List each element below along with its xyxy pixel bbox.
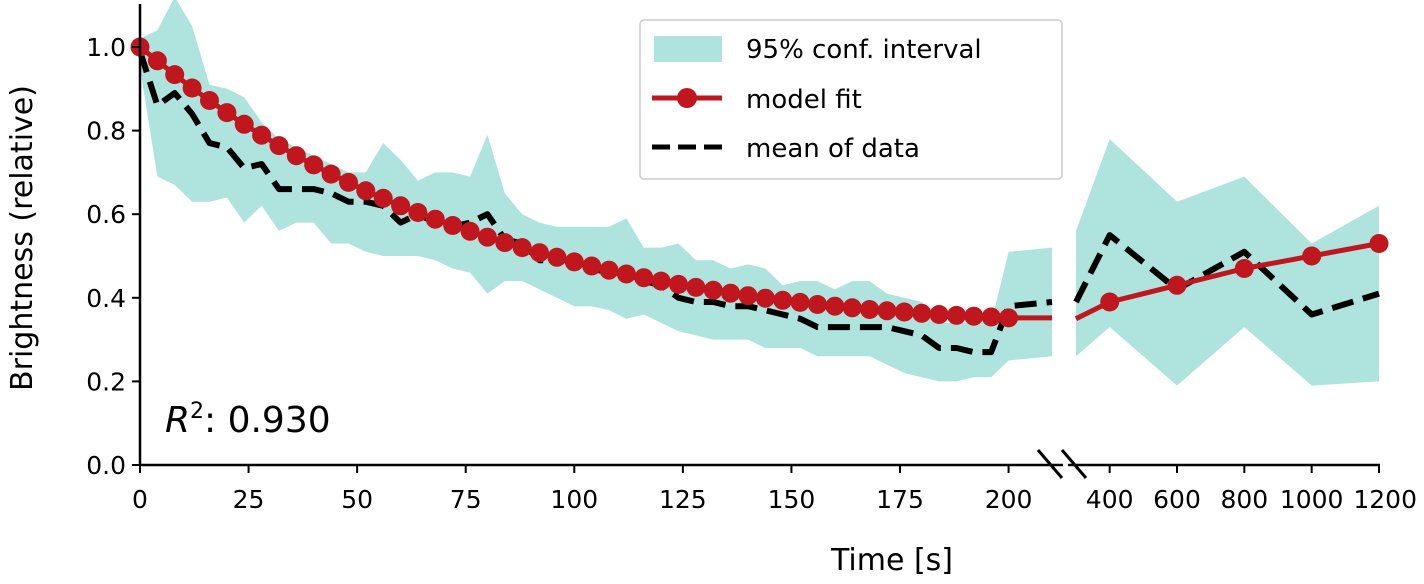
- x-tick-label: 800: [1220, 485, 1268, 514]
- model-marker: [1167, 275, 1187, 295]
- y-tick-label: 0.0: [86, 451, 126, 480]
- axis-break-mark: [1060, 449, 1088, 479]
- model-marker: [564, 252, 584, 272]
- model-marker: [425, 209, 445, 229]
- model-marker: [808, 295, 827, 314]
- legend-swatch-model-marker: [677, 88, 697, 108]
- legend-swatch-ci: [654, 36, 722, 62]
- model-marker: [981, 307, 1001, 327]
- model-marker: [947, 305, 966, 325]
- legend-frame: [639, 19, 1063, 180]
- model-marker: [755, 288, 775, 308]
- model-marker: [582, 256, 602, 276]
- y-tick-label: 0.8: [86, 117, 126, 146]
- y-tick-label: 0.4: [86, 284, 126, 313]
- x-tick-label: 50: [341, 485, 373, 514]
- x-tick-label: 600: [1153, 485, 1201, 514]
- model-marker: [495, 233, 515, 253]
- model-marker: [1234, 259, 1254, 278]
- y-axis-title: Brightness (relative): [5, 85, 40, 391]
- legend-label-model: model fit: [746, 85, 862, 115]
- mean-line-right: [1073, 232, 1380, 318]
- x-tick-label: 125: [659, 485, 707, 514]
- model-marker: [1302, 246, 1322, 266]
- y-tick-label: 1.0: [86, 33, 126, 62]
- x-tick-label: 75: [450, 485, 482, 514]
- model-marker: [1369, 234, 1389, 253]
- x-tick-label: 400: [1086, 485, 1134, 514]
- model-marker: [217, 103, 237, 123]
- model-marker: [147, 51, 167, 71]
- model-marker: [1100, 292, 1120, 312]
- legend-label-ci: 95% conf. interval: [746, 35, 982, 65]
- model-marker: [269, 136, 289, 156]
- model-marker: [686, 277, 706, 297]
- ci-band-right: [1076, 139, 1379, 386]
- model-marker: [182, 78, 202, 98]
- x-tick-label: 25: [233, 485, 265, 514]
- r-squared-value: : 0.930: [204, 400, 331, 441]
- model-marker: [964, 306, 984, 326]
- mean-line-layer: [137, 50, 1380, 356]
- model-marker: [790, 292, 810, 312]
- model-marker: [773, 290, 793, 310]
- x-tick-label: 150: [768, 485, 816, 514]
- legend: 95% conf. interval model fit mean of dat…: [639, 19, 1063, 180]
- model-marker: [825, 296, 845, 316]
- model-marker: [165, 65, 185, 85]
- x-tick-label: 200: [985, 485, 1033, 514]
- model-marker: [356, 181, 376, 201]
- model-marker: [234, 114, 254, 134]
- x-tick-label: 1000: [1280, 485, 1344, 514]
- model-marker: [738, 286, 758, 306]
- r-squared-symbol: R: [165, 400, 190, 441]
- x-tick-label: 100: [550, 485, 598, 514]
- r-squared-annotation: R2: 0.930: [165, 399, 331, 441]
- model-marker: [634, 268, 654, 288]
- model-marker: [252, 125, 272, 145]
- model-marker: [200, 91, 219, 110]
- model-marker: [443, 216, 463, 235]
- model-marker: [530, 243, 549, 263]
- model-marker: [547, 247, 567, 267]
- model-marker: [391, 196, 411, 216]
- model-marker: [912, 303, 932, 323]
- r-squared-superscript: 2: [190, 399, 204, 424]
- x-axis-title: Time [s]: [830, 543, 953, 578]
- model-marker: [842, 298, 862, 318]
- model-marker: [894, 302, 914, 322]
- model-marker: [304, 155, 324, 175]
- model-marker: [703, 280, 723, 300]
- x-tick-label: 1200: [1353, 485, 1417, 514]
- model-marker: [321, 164, 341, 184]
- model-marker: [286, 146, 306, 166]
- model-marker: [651, 271, 671, 291]
- axes-layer: 0.0 0.2 0.4 0.6 0.8 1.0 0 25 50 75 100 125 150 175 200…: [86, 4, 1417, 514]
- ci-band-layer: [140, 0, 1379, 386]
- model-marker: [669, 274, 688, 294]
- legend-label-mean: mean of data: [746, 134, 920, 164]
- x-tick-label: 175: [876, 485, 924, 514]
- model-marker: [616, 264, 636, 284]
- model-marker: [339, 172, 358, 192]
- model-marker: [999, 308, 1019, 328]
- model-marker: [599, 260, 619, 280]
- y-tick-label: 0.2: [86, 367, 126, 396]
- model-marker: [860, 300, 880, 319]
- model-marker: [929, 305, 949, 324]
- model-marker: [477, 227, 497, 247]
- model-marker: [877, 301, 897, 321]
- ci-band-left: [140, 0, 1052, 382]
- model-marker: [512, 238, 532, 258]
- model-marker: [373, 188, 393, 208]
- mean-line-left: [137, 50, 1053, 356]
- axis-break-mark: [1036, 449, 1064, 479]
- model-line-layer: [130, 37, 1389, 328]
- model-marker: [460, 221, 480, 241]
- y-tick-label: 0.6: [86, 200, 126, 229]
- model-marker: [721, 283, 741, 303]
- x-tick-label: 0: [132, 485, 148, 514]
- model-marker: [408, 203, 428, 222]
